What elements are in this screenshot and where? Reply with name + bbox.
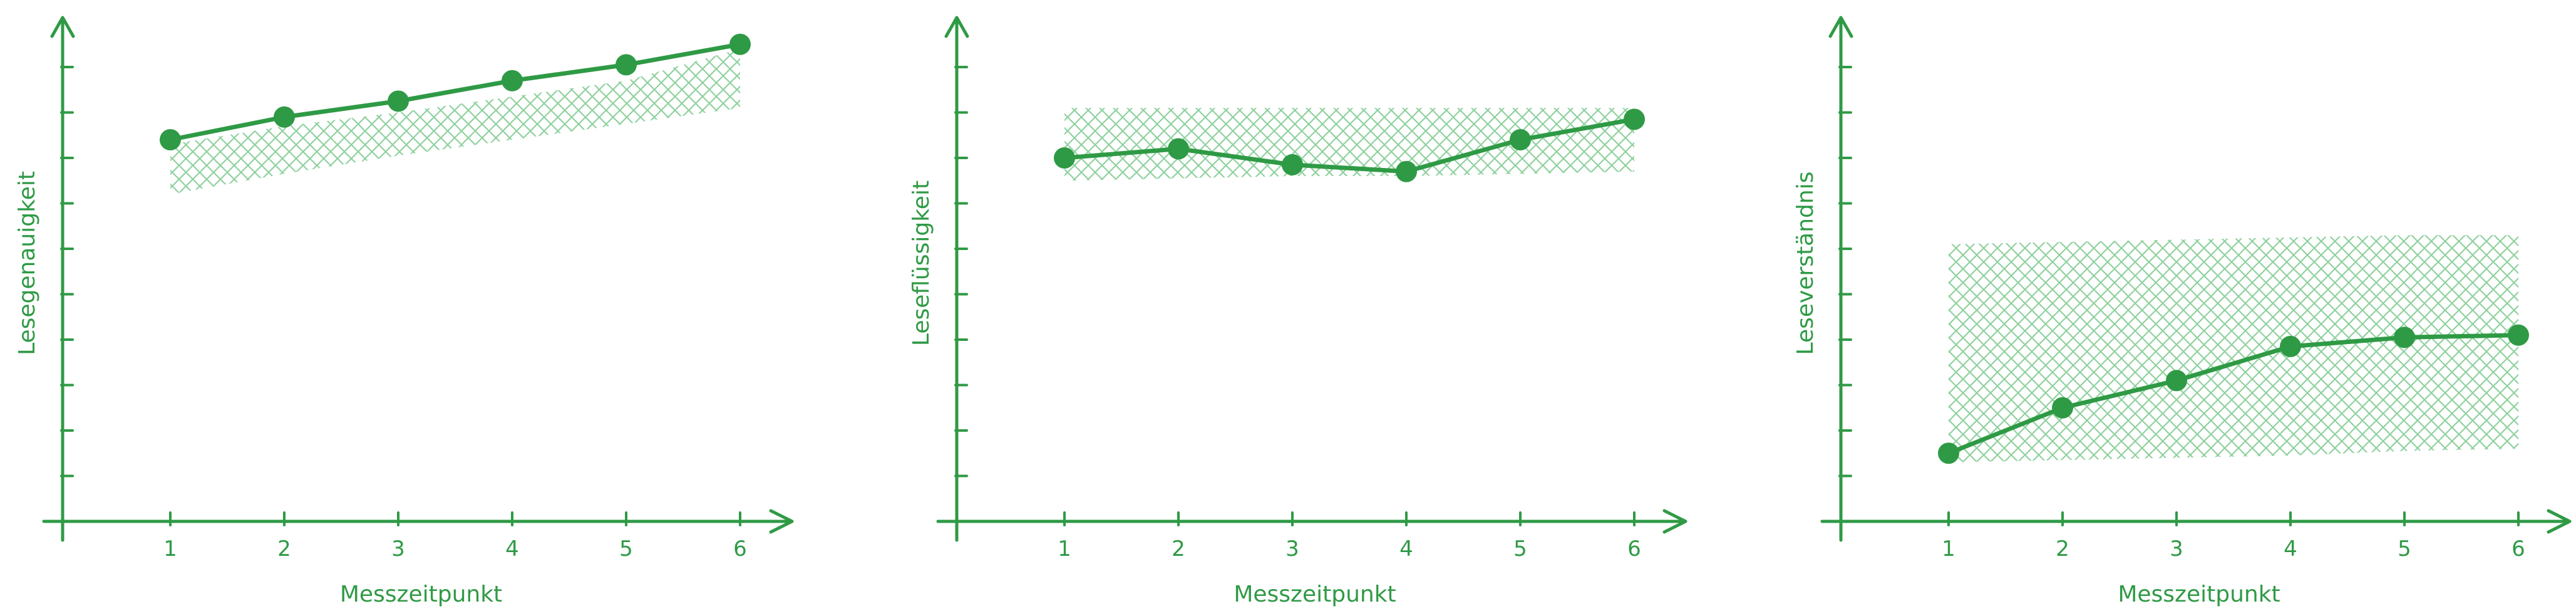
series-line <box>168 42 743 142</box>
x-axis-title: Messzeitpunkt <box>340 582 502 607</box>
x-tick-label: 1 <box>163 536 177 561</box>
data-point <box>729 33 751 55</box>
data-point <box>388 90 409 112</box>
x-tick-label: 5 <box>2398 536 2411 561</box>
data-point <box>2052 397 2073 419</box>
x-tick-label: 1 <box>1942 536 1955 561</box>
y-axis-title: Lesegenauigkeit <box>14 171 40 355</box>
y-axis-arrowhead <box>1828 16 1853 38</box>
x-tick-label: 6 <box>733 536 747 561</box>
data-point <box>1396 160 1417 182</box>
x-tick-label: 5 <box>1513 536 1527 561</box>
y-axis-arrowhead <box>50 16 75 38</box>
x-axis-title: Messzeitpunkt <box>2118 582 2280 607</box>
x-tick-label: 3 <box>391 536 405 561</box>
data-point <box>616 54 637 76</box>
x-tick-label: 4 <box>2284 536 2297 561</box>
range-band <box>170 49 740 194</box>
data-point <box>1624 108 1645 130</box>
data-point <box>2166 370 2187 392</box>
x-tick-label: 6 <box>2512 536 2525 561</box>
y-axis-title: Leseflüssigkeit <box>909 180 934 346</box>
x-tick-label: 5 <box>619 536 633 561</box>
x-tick-label: 4 <box>505 536 519 561</box>
data-point <box>1054 147 1075 169</box>
range-band <box>1064 108 1634 181</box>
x-axis-arrowhead <box>769 509 794 534</box>
chart-panel-2: 1 2 3 4 5 6 Messzeitpunkt Leseflüssigkeit <box>909 16 1687 607</box>
x-tick-label: 3 <box>1285 536 1299 561</box>
data-point <box>2280 335 2301 357</box>
x-tick-label: 6 <box>1627 536 1641 561</box>
x-tick-label: 2 <box>1172 536 1185 561</box>
x-tick-label: 4 <box>1399 536 1413 561</box>
x-tick-label: 2 <box>2056 536 2069 561</box>
x-axis-arrowhead <box>2547 509 2572 534</box>
range-band <box>1949 235 2518 462</box>
x-tick-label: 2 <box>277 536 291 561</box>
chart-panel-1: 1 2 3 4 5 6 Messzeitpunkt Lesegenauigkeit <box>14 16 794 607</box>
y-axis-arrowhead <box>944 16 969 38</box>
x-tick-label: 3 <box>2170 536 2183 561</box>
data-point <box>1282 154 1303 175</box>
data-point <box>1510 129 1531 150</box>
x-tick-label: 1 <box>1058 536 1071 561</box>
data-point <box>1168 138 1189 160</box>
series-line <box>1062 117 1637 174</box>
series-line <box>1946 333 2521 456</box>
x-axis-arrowhead <box>1662 509 1687 534</box>
data-point <box>2394 326 2415 348</box>
y-axis-title: Leseverständnis <box>1793 172 1818 355</box>
data-point <box>2508 324 2529 346</box>
data-point <box>1938 442 1959 464</box>
x-axis-title: Messzeitpunkt <box>1234 582 1396 607</box>
data-point <box>160 129 181 150</box>
data-point <box>274 106 295 128</box>
data-point <box>502 70 523 91</box>
chart-panel-3: 1 2 3 4 5 6 Messzeitpunkt Leseverständnis <box>1793 16 2572 607</box>
